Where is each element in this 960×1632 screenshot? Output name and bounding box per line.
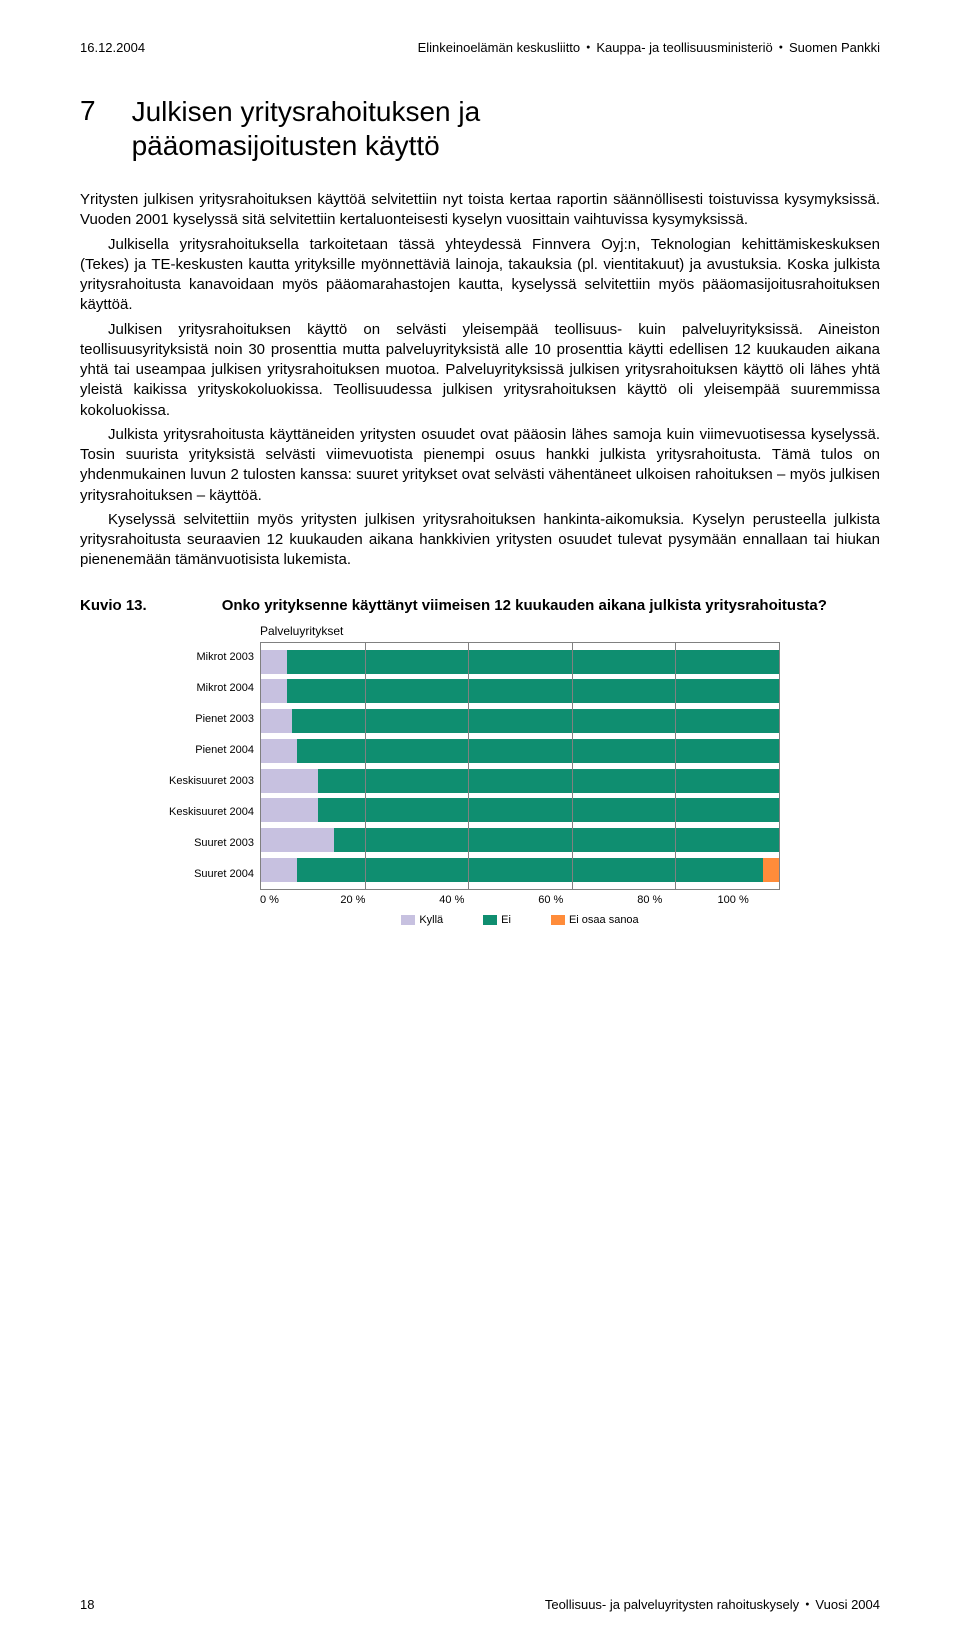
chart-bar-row bbox=[261, 828, 779, 852]
figure-label: Kuvio 13. bbox=[80, 597, 147, 614]
chart-plot bbox=[260, 642, 780, 890]
paragraph-1: Yritysten julkisen yritysrahoituksen käy… bbox=[80, 190, 880, 231]
header-org-1: Elinkeinoelämän keskusliitto bbox=[418, 40, 581, 55]
legend-swatch bbox=[551, 915, 565, 925]
chart-bar-segment bbox=[297, 858, 763, 882]
chart-bar-row bbox=[261, 739, 779, 763]
page-footer: 18 Teollisuus- ja palveluyritysten rahoi… bbox=[80, 1585, 880, 1612]
page-number: 18 bbox=[80, 1597, 94, 1612]
page-header: 16.12.2004 Elinkeinoelämän keskusliitto … bbox=[80, 40, 880, 55]
footer-text-2: Vuosi 2004 bbox=[815, 1597, 880, 1612]
chart-bar-segment bbox=[261, 739, 297, 763]
legend-item: Ei osaa sanoa bbox=[551, 914, 639, 926]
section-heading: 7 Julkisen yritysrahoituksen ja pääomasi… bbox=[80, 95, 880, 162]
section-number: 7 bbox=[80, 95, 96, 162]
chart-bar-segment bbox=[318, 769, 779, 793]
paragraph-2: Julkisella yritysrahoituksella tarkoitet… bbox=[80, 235, 880, 316]
dot-icon: ● bbox=[584, 44, 592, 51]
chart-x-tick: 60 % bbox=[538, 894, 563, 906]
legend-item: Kyllä bbox=[401, 914, 443, 926]
chart-bar-segment bbox=[318, 798, 779, 822]
chart-bar-segment bbox=[261, 769, 318, 793]
chart-x-tick: 0 % bbox=[260, 894, 279, 906]
chart-x-tick: 20 % bbox=[340, 894, 365, 906]
chart-bar-row bbox=[261, 650, 779, 674]
chart-bar-segment bbox=[297, 739, 779, 763]
chart-bar-row bbox=[261, 858, 779, 882]
chart-bar-segment bbox=[292, 709, 779, 733]
chart-legend: Kyllä Ei Ei osaa sanoa bbox=[260, 914, 780, 926]
chart-x-tick: 100 % bbox=[718, 894, 749, 906]
chart-y-labels: Mikrot 2003Mikrot 2004Pienet 2003Pienet … bbox=[160, 642, 260, 890]
paragraph-3: Julkisen yritysrahoituksen käyttö on sel… bbox=[80, 320, 880, 421]
chart-bar-segment bbox=[261, 709, 292, 733]
header-org-3: Suomen Pankki bbox=[789, 40, 880, 55]
legend-label: Ei bbox=[501, 914, 511, 926]
figure-title: Onko yrityksenne käyttänyt viimeisen 12 … bbox=[222, 597, 827, 614]
chart-category-label: Pienet 2003 bbox=[160, 704, 254, 735]
chart-category-label: Suuret 2003 bbox=[160, 828, 254, 859]
chart-bar-segment bbox=[763, 858, 779, 882]
chart-bar-segment bbox=[334, 828, 779, 852]
legend-item: Ei bbox=[483, 914, 511, 926]
chart-area: Mikrot 2003Mikrot 2004Pienet 2003Pienet … bbox=[160, 642, 880, 890]
dot-icon: ● bbox=[777, 44, 785, 51]
legend-label: Ei osaa sanoa bbox=[569, 914, 639, 926]
chart-category-label: Keskisuuret 2003 bbox=[160, 766, 254, 797]
chart-bar-segment bbox=[261, 858, 297, 882]
chart-bar-segment bbox=[261, 828, 334, 852]
footer-right: Teollisuus- ja palveluyritysten rahoitus… bbox=[545, 1597, 880, 1612]
page: 16.12.2004 Elinkeinoelämän keskusliitto … bbox=[0, 0, 960, 1632]
chart-bar-segment bbox=[261, 650, 287, 674]
chart-bar-row bbox=[261, 798, 779, 822]
chart-category-label: Mikrot 2003 bbox=[160, 642, 254, 673]
legend-swatch bbox=[401, 915, 415, 925]
chart-category-label: Mikrot 2004 bbox=[160, 673, 254, 704]
chart-bar-segment bbox=[287, 650, 779, 674]
section-title-line2: pääomasijoitusten käyttö bbox=[132, 130, 440, 161]
chart-x-tick: 80 % bbox=[637, 894, 662, 906]
header-org-2: Kauppa- ja teollisuusministeriö bbox=[596, 40, 772, 55]
dot-icon: ● bbox=[803, 1601, 811, 1608]
chart-category-label: Pienet 2004 bbox=[160, 735, 254, 766]
chart-bar-segment bbox=[261, 679, 287, 703]
chart-x-axis: 0 % 20 % 40 % 60 % 80 % 100 % bbox=[260, 894, 780, 906]
legend-label: Kyllä bbox=[419, 914, 443, 926]
footer-text-1: Teollisuus- ja palveluyritysten rahoitus… bbox=[545, 1597, 799, 1612]
chart-subtitle: Palveluyritykset bbox=[260, 624, 880, 638]
figure-caption: Kuvio 13. Onko yrityksenne käyttänyt vii… bbox=[80, 597, 880, 614]
chart-bar-segment bbox=[261, 798, 318, 822]
header-orgs: Elinkeinoelämän keskusliitto ● Kauppa- j… bbox=[418, 40, 880, 55]
section-title: Julkisen yritysrahoituksen ja pääomasijo… bbox=[132, 95, 481, 162]
paragraph-4: Julkista yritysrahoitusta käyttäneiden y… bbox=[80, 425, 880, 506]
chart-category-label: Suuret 2004 bbox=[160, 859, 254, 890]
legend-swatch bbox=[483, 915, 497, 925]
chart-container: Palveluyritykset Mikrot 2003Mikrot 2004P… bbox=[160, 624, 880, 926]
chart-x-tick: 40 % bbox=[439, 894, 464, 906]
chart-category-label: Keskisuuret 2004 bbox=[160, 797, 254, 828]
chart-bar-row bbox=[261, 769, 779, 793]
chart-bar-segment bbox=[287, 679, 779, 703]
chart-bar-row bbox=[261, 709, 779, 733]
section-title-line1: Julkisen yritysrahoituksen ja bbox=[132, 96, 481, 127]
chart-bar-row bbox=[261, 679, 779, 703]
paragraph-5: Kyselyssä selvitettiin myös yritysten ju… bbox=[80, 510, 880, 571]
header-date: 16.12.2004 bbox=[80, 40, 145, 55]
